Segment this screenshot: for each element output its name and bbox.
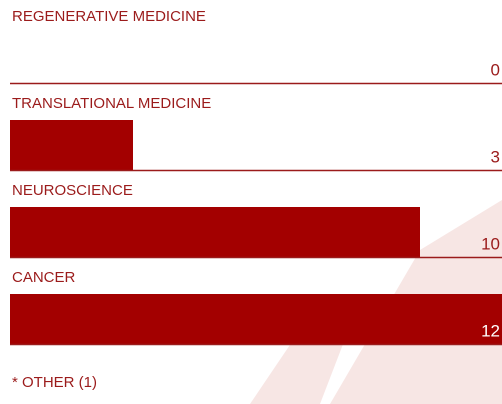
category-label: TRANSLATIONAL MEDICINE bbox=[12, 95, 211, 112]
bar bbox=[10, 294, 502, 344]
value-label: 12 bbox=[481, 321, 500, 340]
bar bbox=[10, 120, 133, 170]
value-label: 0 bbox=[491, 60, 500, 79]
category-label: CANCER bbox=[12, 269, 76, 286]
bar bbox=[10, 207, 420, 257]
footnote: * OTHER (1) bbox=[12, 374, 97, 391]
category-label: NEUROSCIENCE bbox=[12, 182, 133, 199]
value-label: 3 bbox=[491, 147, 500, 166]
value-label: 10 bbox=[481, 234, 500, 253]
category-label: REGENERATIVE MEDICINE bbox=[12, 8, 206, 25]
